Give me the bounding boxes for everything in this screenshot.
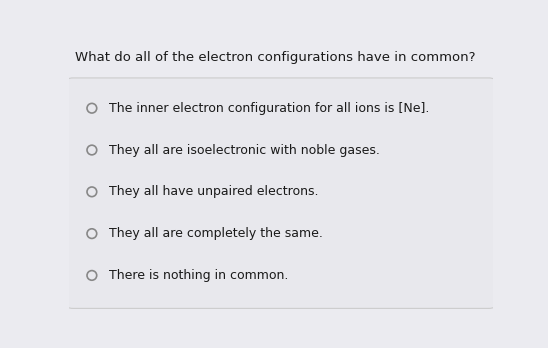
Text: What do all of the electron configurations have in common?: What do all of the electron configuratio… xyxy=(75,51,475,64)
Text: The inner electron configuration for all ions is [Ne].: The inner electron configuration for all… xyxy=(109,102,429,115)
Text: There is nothing in common.: There is nothing in common. xyxy=(109,269,288,282)
FancyBboxPatch shape xyxy=(66,78,495,308)
Ellipse shape xyxy=(87,229,96,238)
Ellipse shape xyxy=(87,271,96,280)
Text: They all have unpaired electrons.: They all have unpaired electrons. xyxy=(109,185,318,198)
Text: They all are isoelectronic with noble gases.: They all are isoelectronic with noble ga… xyxy=(109,143,380,157)
Ellipse shape xyxy=(87,145,96,155)
Ellipse shape xyxy=(87,103,96,113)
Text: They all are completely the same.: They all are completely the same. xyxy=(109,227,323,240)
Ellipse shape xyxy=(87,187,96,197)
